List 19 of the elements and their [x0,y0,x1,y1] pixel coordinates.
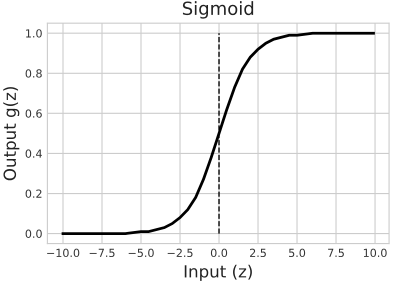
y-tick-label: 0.0 [26,230,42,238]
x-tick-label: −7.5 [90,248,115,258]
x-tick-label: 0.0 [210,248,228,258]
y-tick-label: 0.8 [26,69,42,78]
y-tick-label: 0.2 [26,189,42,198]
chart-title: Sigmoid [182,1,254,19]
y-axis-title: Output g(z) [3,87,20,180]
y-tick-label: 0.4 [26,149,42,158]
x-tick-label: 10.0 [364,248,387,258]
x-tick-label: 2.5 [250,248,266,258]
y-tick-label: 0.6 [26,109,42,118]
x-tick-label: −2.5 [168,248,193,258]
x-axis-title: Input (z) [184,264,252,281]
line-series [62,32,375,235]
x-tick-label: 7.5 [328,248,344,258]
y-tick-label: 1.0 [26,29,42,38]
x-tick-label: 5.0 [289,248,306,258]
x-tick-label: −10.0 [47,248,80,258]
x-tick-label: −5.0 [128,248,154,258]
